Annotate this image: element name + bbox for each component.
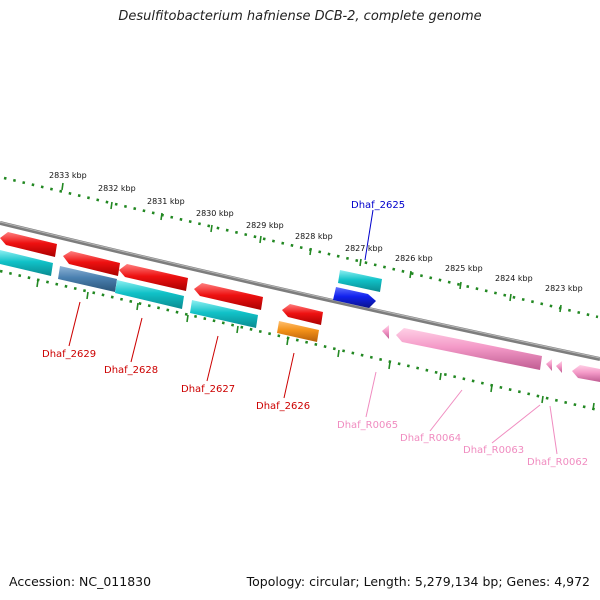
ruler-tick — [309, 247, 312, 256]
ruler-tick — [136, 302, 139, 311]
leader-dhaf_2628 — [130, 317, 143, 363]
ruler-tick — [559, 304, 562, 313]
ruler-tick — [110, 201, 113, 210]
map-title: Desulfitobacterium hafniense DCB-2, comp… — [118, 9, 482, 24]
ruler-label-2827: 2827 kbp — [345, 244, 383, 253]
feature-dhaf_2625-red-arrow[interactable] — [282, 304, 323, 325]
feature-dhaf_r0062[interactable] — [556, 361, 562, 373]
feature-bar-cyan-top[interactable] — [338, 270, 382, 292]
ruler-tick — [236, 325, 239, 334]
ruler-tick — [86, 291, 89, 300]
ruler-label-2829: 2829 kbp — [246, 221, 284, 230]
ruler-tick — [36, 279, 39, 288]
leader-lines — [68, 209, 558, 455]
accession-text: Accession: NC_011830 — [9, 574, 152, 589]
ruler-tick — [259, 235, 262, 244]
ruler-label-2831: 2831 kbp — [147, 197, 185, 206]
lower-ruler-ticks — [36, 279, 595, 411]
ruler-label-2833: 2833 kbp — [49, 171, 87, 180]
ruler-label-2823: 2823 kbp — [545, 284, 583, 293]
feature-dhaf_2625-arrow[interactable] — [333, 287, 376, 308]
leader-dhaf_2626 — [283, 352, 295, 399]
leader-dhaf_r0063 — [491, 404, 541, 444]
leader-dhaf_2625 — [364, 209, 374, 261]
ruler-tick — [186, 314, 189, 323]
ruler-tick — [439, 372, 442, 381]
ruler-tick — [210, 224, 213, 233]
label-dhaf_2625[interactable]: Dhaf_2625 — [351, 200, 405, 211]
label-dhaf_r0063[interactable]: Dhaf_R0063 — [463, 445, 524, 456]
feature-bar-cyan-3[interactable] — [190, 300, 258, 328]
label-dhaf_2629[interactable]: Dhaf_2629 — [42, 349, 96, 360]
label-dhaf_2626[interactable]: Dhaf_2626 — [256, 401, 310, 412]
leader-dhaf_r0064 — [429, 389, 463, 432]
ruler-tick — [541, 395, 544, 404]
label-dhaf_r0064[interactable]: Dhaf_R0064 — [400, 433, 461, 444]
label-dhaf_2628[interactable]: Dhaf_2628 — [104, 365, 158, 376]
ruler-label-2825: 2825 kbp — [445, 264, 483, 273]
feature-dhaf_r0065[interactable] — [382, 325, 389, 339]
feature-dhaf_2626-arrow[interactable] — [194, 283, 263, 310]
feature-dhaf_r0064[interactable] — [396, 328, 542, 370]
ruler-tick — [286, 337, 289, 346]
ruler-tick — [160, 212, 163, 221]
label-dhaf_r0065[interactable]: Dhaf_R0065 — [337, 420, 398, 431]
ruler-tick — [359, 258, 362, 267]
feature-dhaf_2627-arrow[interactable] — [119, 264, 188, 291]
label-dhaf_2627[interactable]: Dhaf_2627 — [181, 384, 235, 395]
leader-dhaf_2629 — [68, 301, 81, 347]
feature-pink-right[interactable] — [572, 365, 600, 382]
label-dhaf_r0062[interactable]: Dhaf_R0062 — [527, 457, 588, 468]
ruler-label-2824: 2824 kbp — [495, 274, 533, 283]
feature-bar-steel[interactable] — [58, 266, 117, 292]
upper-ruler-ticks: 2833 kbp 2832 kbp 2831 kbp 2830 kbp 2829… — [49, 171, 583, 313]
ruler-tick — [409, 270, 412, 279]
genome-backbone — [0, 221, 600, 361]
ruler-tick — [388, 361, 391, 370]
genome-summary-text: Topology: circular; Length: 5,279,134 bp… — [246, 574, 590, 589]
leader-dhaf_2627 — [206, 335, 219, 382]
feature-dhaf_r0063[interactable] — [546, 359, 552, 371]
ruler-label-2830: 2830 kbp — [196, 209, 234, 218]
ruler-tick — [337, 349, 340, 358]
ruler-label-2832: 2832 kbp — [98, 184, 136, 193]
genome-backbone-highlight — [0, 221, 600, 359]
ruler-tick — [490, 384, 493, 393]
feature-dhaf_2628-arrow[interactable] — [63, 251, 120, 276]
ruler-tick — [509, 293, 512, 302]
feature-bar-cyan-2[interactable] — [115, 280, 184, 309]
feature-bar-cyan-1[interactable] — [0, 250, 53, 276]
leader-dhaf_r0065 — [365, 371, 377, 418]
feature-bar-orange[interactable] — [277, 321, 319, 342]
leader-dhaf_r0062 — [549, 405, 558, 455]
ruler-label-2826: 2826 kbp — [395, 254, 433, 263]
ruler-label-2828: 2828 kbp — [295, 232, 333, 241]
upper-ruler-line — [3, 176, 599, 319]
ruler-tick — [592, 402, 595, 411]
ruler-tick — [459, 281, 462, 290]
feature-dhaf_2629-arrow[interactable] — [0, 232, 57, 257]
ruler-tick — [61, 182, 64, 191]
